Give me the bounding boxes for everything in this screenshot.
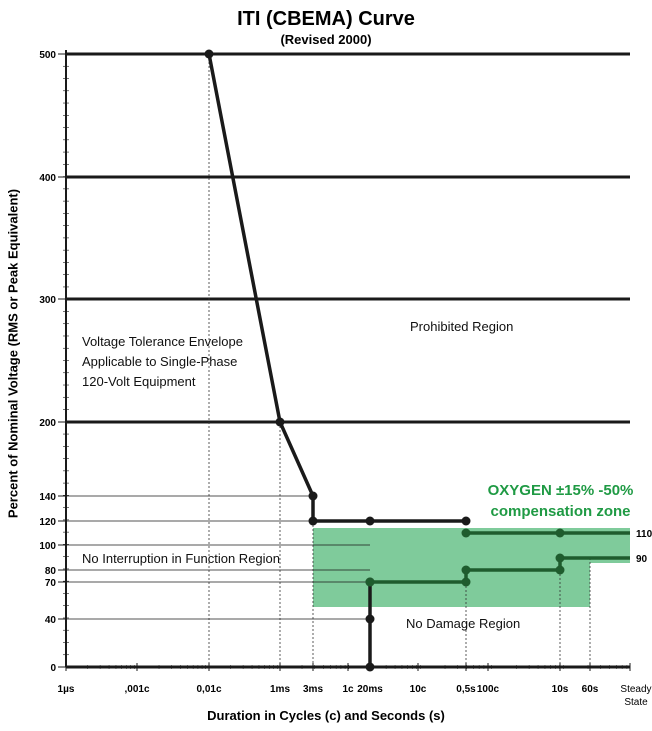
series-line-upper-curve-0: [207, 53, 466, 523]
data-point: [308, 491, 318, 501]
y-tick-label: 500: [39, 50, 56, 61]
data-point: [555, 565, 565, 575]
envelope-line-1: Voltage Tolerance Envelope: [82, 334, 243, 349]
x-tick-label: State: [624, 697, 648, 708]
data-point: [461, 528, 471, 538]
x-tick-label: 0,5s: [456, 684, 476, 695]
no-damage-region-label: No Damage Region: [406, 616, 521, 631]
prohibited-region-label: Prohibited Region: [410, 319, 514, 334]
x-tick-label: 100c: [477, 684, 500, 695]
x-tick-label: 60s: [582, 684, 599, 695]
data-point: [461, 516, 471, 526]
x-tick-label: 1ms: [270, 684, 290, 695]
x-tick-label: 10s: [552, 684, 569, 695]
x-tick-label: 3ms: [303, 684, 323, 695]
end-label-90: 90: [636, 554, 648, 565]
y-tick-label: 40: [45, 615, 57, 626]
y-tick-label: 70: [45, 578, 57, 589]
data-point: [365, 614, 375, 624]
no-interruption-region-label: No Interruption in Function Region: [82, 551, 281, 566]
compensation-zone-label: OXYGEN ±15% -50% compensation zone: [468, 480, 652, 522]
x-tick-label: 1c: [342, 684, 354, 695]
y-tick-label: 300: [39, 295, 56, 306]
data-point: [275, 417, 285, 427]
y-tick-label: 200: [39, 418, 56, 429]
chart-subtitle: (Revised 2000): [280, 32, 372, 47]
x-tick-label: 1µs: [58, 684, 75, 695]
y-axis-label: Percent of Nominal Voltage (RMS or Peak …: [5, 188, 21, 519]
chart-title: ITI (CBEMA) Curve: [237, 8, 415, 30]
zone-line-2: compensation zone: [490, 503, 631, 520]
compensation-zone-area: [313, 528, 630, 607]
x-axis-label: Duration in Cycles (c) and Seconds (s): [207, 708, 445, 723]
series-line-lower-curve-3: [370, 556, 630, 584]
data-point: [555, 553, 565, 563]
data-point: [204, 49, 214, 59]
x-tick-label: 0,01c: [196, 684, 221, 695]
data-point: [555, 528, 565, 538]
data-point: [365, 516, 375, 526]
x-tick-label: 10c: [410, 684, 427, 695]
envelope-line-2: Applicable to Single-Phase: [82, 354, 238, 369]
y-tick-label: 0: [50, 663, 56, 674]
envelope-line-3: 120-Volt Equipment: [82, 374, 196, 389]
envelope-note: Voltage Tolerance Envelope Applicable to…: [82, 332, 243, 392]
end-label-110: 110: [636, 529, 652, 540]
data-point: [461, 565, 471, 575]
y-tick-label: 80: [45, 566, 57, 577]
zone-line-1: OXYGEN ±15% -50%: [487, 482, 634, 499]
y-tick-label: 100: [39, 541, 56, 552]
data-point: [461, 577, 471, 587]
x-tick-label: 20ms: [357, 684, 383, 695]
x-tick-label: ,001c: [124, 684, 149, 695]
y-tick-label: 140: [39, 492, 56, 503]
data-point: [308, 516, 318, 526]
y-tick-label: 400: [39, 173, 56, 184]
x-tick-label: Steady: [620, 684, 651, 695]
data-point: [365, 662, 375, 672]
y-tick-label: 120: [39, 517, 56, 528]
data-point: [365, 577, 375, 587]
